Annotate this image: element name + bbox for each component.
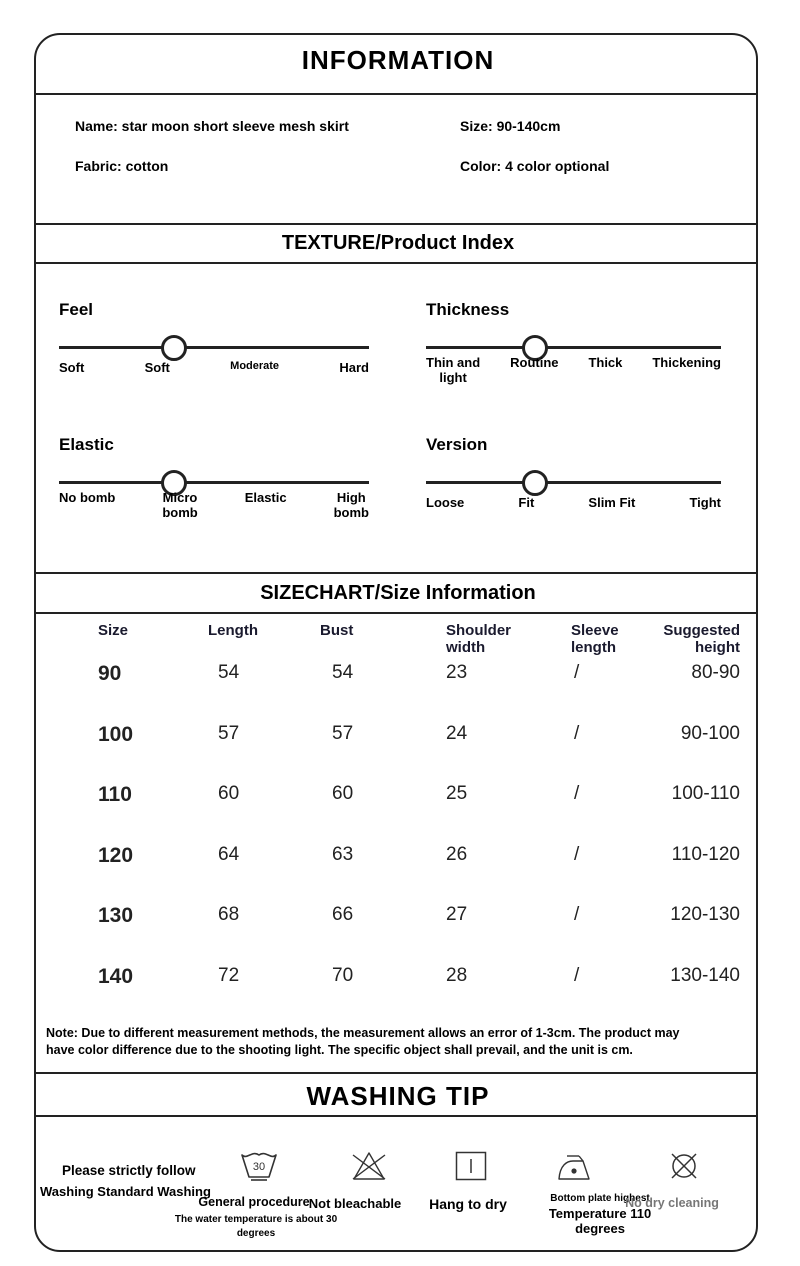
svg-text:30: 30 — [253, 1161, 265, 1173]
